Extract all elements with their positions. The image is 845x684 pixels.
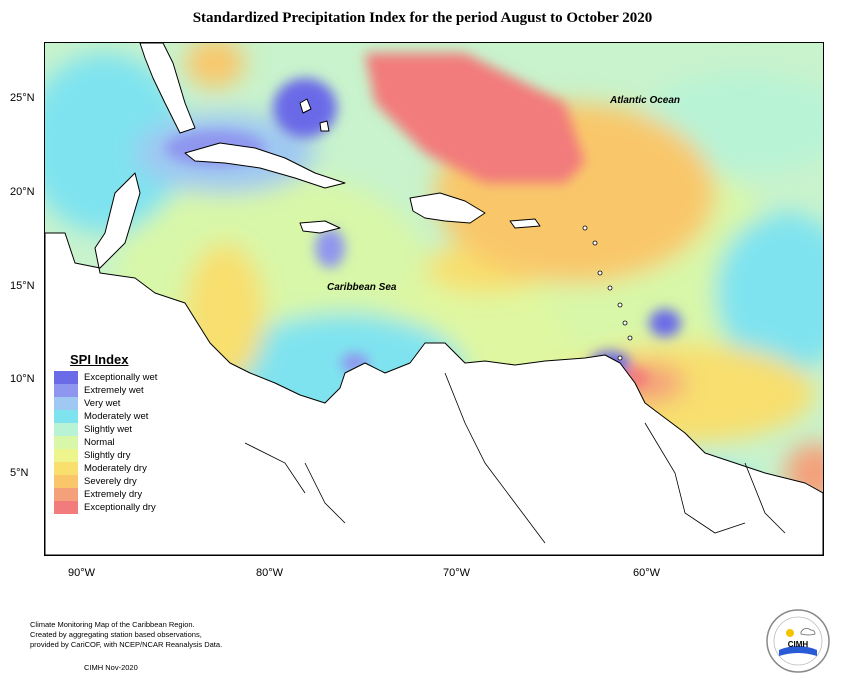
spi-field — [45, 43, 823, 555]
lat-tick-label: 25°N — [10, 92, 35, 104]
legend-item: Slightly dry — [52, 449, 200, 462]
legend-swatch — [54, 462, 78, 475]
legend-swatch — [54, 449, 78, 462]
legend-item: Moderately wet — [52, 410, 200, 423]
legend-swatch — [54, 488, 78, 501]
legend-swatch — [54, 436, 78, 449]
legend-label: Exceptionally dry — [84, 502, 156, 513]
legend-item: Normal — [52, 436, 200, 449]
legend-swatch — [54, 384, 78, 397]
legend-swatch — [54, 397, 78, 410]
map-credit: Climate Monitoring Map of the Caribbean … — [30, 620, 222, 650]
legend-swatch — [54, 423, 78, 436]
lon-tick-label: 70°W — [443, 567, 471, 579]
legend-swatch — [54, 501, 78, 514]
legend-label: Moderately dry — [84, 463, 147, 474]
cimh-logo: CIMH — [765, 608, 831, 674]
spi-map: Atlantic Ocean Caribbean Sea — [44, 42, 824, 556]
legend-swatch — [54, 371, 78, 384]
legend-label: Exceptionally wet — [84, 372, 158, 383]
legend-label: Moderately wet — [84, 411, 149, 422]
legend-label: Extremely wet — [84, 385, 144, 396]
label-caribbean-sea: Caribbean Sea — [327, 282, 397, 293]
lat-tick-label: 20°N — [10, 186, 35, 198]
lon-tick-label: 60°W — [633, 567, 661, 579]
legend-label: Extremely dry — [84, 489, 143, 500]
credit-date: CIMH Nov-2020 — [84, 663, 138, 672]
legend-item: Moderately dry — [52, 462, 200, 475]
label-atlantic-ocean: Atlantic Ocean — [610, 95, 681, 106]
legend-label: Slightly dry — [84, 450, 131, 461]
legend-swatch — [54, 410, 78, 423]
logo-text: CIMH — [788, 640, 809, 649]
spi-legend: SPI Index Exceptionally wet Extremely wet… — [52, 352, 200, 514]
legend-item: Extremely wet — [52, 384, 200, 397]
legend-title: SPI Index — [70, 352, 129, 367]
legend-label: Normal — [84, 437, 115, 448]
legend-label: Slightly wet — [84, 424, 133, 435]
legend-label: Very wet — [84, 398, 121, 409]
legend-item: Extremely dry — [52, 488, 200, 501]
lon-tick-label: 80°W — [256, 567, 284, 579]
legend-item: Exceptionally dry — [52, 501, 200, 514]
lon-tick-label: 90°W — [68, 567, 96, 579]
credit-line: Climate Monitoring Map of the Caribbean … — [30, 620, 195, 629]
legend-label: Severely dry — [84, 476, 137, 487]
map-title: Standardized Precipitation Index for the… — [192, 10, 653, 26]
legend-item: Exceptionally wet — [52, 371, 200, 384]
lat-tick-label: 10°N — [10, 373, 35, 385]
credit-line: Created by aggregating station based obs… — [30, 630, 202, 639]
legend-item: Very wet — [52, 397, 200, 410]
legend-items: Exceptionally wet Extremely wet Very wet Mo… — [52, 371, 200, 514]
credit-line: provided by CariCOF, with NCEP/NCAR Rean… — [30, 640, 223, 649]
lat-tick-label: 15°N — [10, 280, 35, 292]
legend-item: Severely dry — [52, 475, 200, 488]
legend-item: Slightly wet — [52, 423, 200, 436]
lat-tick-label: 5°N — [10, 467, 29, 479]
legend-swatch — [54, 475, 78, 488]
